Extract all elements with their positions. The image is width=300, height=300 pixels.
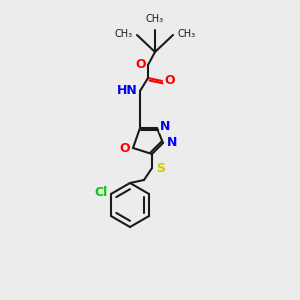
Text: CH₃: CH₃ [115, 29, 133, 39]
Text: CH₃: CH₃ [177, 29, 195, 39]
Text: O: O [135, 58, 146, 71]
Text: O: O [119, 142, 130, 154]
Text: N: N [167, 136, 177, 149]
Text: HN: HN [117, 85, 138, 98]
Text: O: O [164, 74, 175, 88]
Text: Cl: Cl [95, 187, 108, 200]
Text: N: N [160, 119, 170, 133]
Text: CH₃: CH₃ [146, 14, 164, 24]
Text: S: S [156, 161, 165, 175]
